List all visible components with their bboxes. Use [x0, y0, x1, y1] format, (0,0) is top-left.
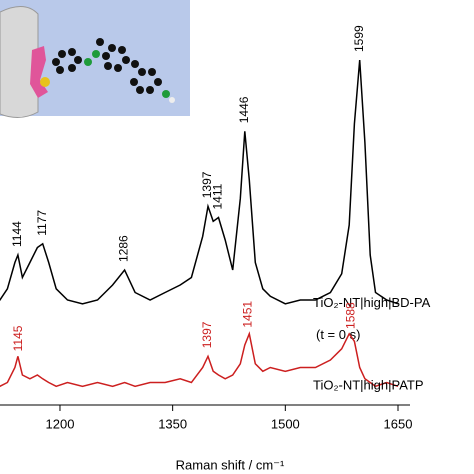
peak-label: 1397 [200, 321, 214, 348]
peak-label: 1397 [200, 171, 214, 198]
x-tick-label: 1200 [46, 416, 75, 431]
legend-note: (t = 0 s) [316, 327, 360, 342]
peak-label: 1177 [35, 210, 49, 236]
inset-linker [30, 46, 48, 98]
inset-molecule [52, 38, 175, 103]
x-tick-label: 1650 [384, 416, 413, 431]
x-tick-label: 1500 [271, 416, 300, 431]
peak-label: 1599 [352, 25, 366, 52]
legend-label: TiO₂-NT|high|PATP [313, 378, 424, 393]
peak-label: 1145 [11, 325, 25, 351]
peak-label: 1446 [237, 96, 251, 123]
x-axis-label: Raman shift / cm⁻¹ [176, 457, 285, 472]
peak-label: 1144 [10, 221, 24, 247]
inset-cylinder [0, 6, 39, 118]
peak-label: 1411 [211, 183, 225, 209]
spectrum-line [0, 59, 399, 305]
peak-label: 1451 [241, 301, 255, 328]
inset-image [0, 0, 190, 118]
inset-atom [40, 77, 50, 87]
legend-label: TiO₂-NT|high|BD-PA [313, 295, 431, 310]
peak-label: 1286 [117, 235, 131, 262]
x-tick-label: 1350 [158, 416, 187, 431]
peak-label: 1588 [344, 302, 358, 329]
spectrum-line [0, 331, 399, 388]
